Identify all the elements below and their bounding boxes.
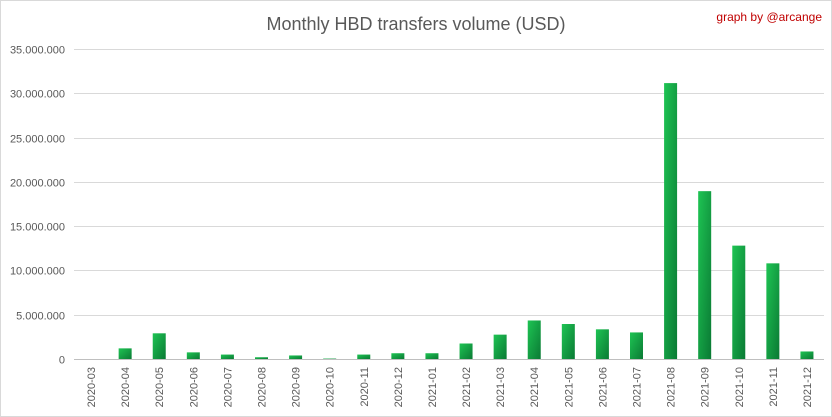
x-tick-label: 2021-12 [802,367,814,407]
x-tick-label: 2021-05 [563,367,575,407]
y-axis-ticks: 0 5.000.000 10.000.000 15.000.000 20.000.000… [10,45,65,367]
chart-credit: graph by @arcange [716,10,822,24]
bar-2021-09 [698,191,712,359]
bar-2021-01 [425,353,439,359]
y-tick-label: 35.000.000 [10,45,65,57]
bar-2021-10 [732,245,746,359]
bar-2020-04 [118,348,132,359]
y-tick-label: 30.000.000 [10,89,65,101]
x-tick-label: 2020-05 [154,367,166,407]
x-tick-label: 2020-11 [359,367,371,407]
y-tick-label: 10.000.000 [10,266,65,278]
bar-2021-03 [493,334,507,359]
y-tick-label: 20.000.000 [10,178,65,190]
x-tick-label: 2020-03 [86,367,98,407]
bar-2020-07 [220,354,234,359]
x-axis-ticks: 2020-03 2020-04 2020-05 2020-06 2020-07 2020-… [86,367,814,407]
y-tick-label: 0 [59,355,65,367]
bar-2021-08 [664,83,678,359]
bar-2020-09 [289,355,303,359]
bar-2021-04 [527,320,541,359]
bar-2020-11 [357,354,371,359]
bars [118,83,814,359]
x-tick-label: 2020-06 [188,367,200,407]
x-tick-label: 2021-11 [768,367,780,407]
chart-title: Monthly HBD transfers volume (USD) [266,14,565,34]
bar-2020-06 [186,352,200,359]
x-tick-label: 2021-04 [529,367,541,407]
gridlines [74,49,824,360]
x-tick-label: 2020-08 [257,367,269,407]
bar-2021-02 [459,343,473,359]
x-tick-label: 2020-07 [222,367,234,407]
x-tick-label: 2021-08 [666,367,678,407]
x-tick-label: 2021-03 [495,367,507,407]
x-tick-label: 2020-09 [291,367,303,407]
x-tick-label: 2020-10 [325,367,337,407]
x-tick-label: 2020-12 [393,367,405,407]
bar-2021-06 [595,329,609,359]
bar-2020-08 [255,357,268,359]
y-tick-label: 15.000.000 [10,222,65,234]
x-tick-label: 2021-06 [597,367,609,407]
bar-2020-05 [152,333,166,359]
bar-2020-12 [391,353,405,359]
x-tick-label: 2020-04 [120,367,132,407]
x-tick-label: 2021-01 [427,367,439,407]
y-tick-label: 5.000.000 [16,311,65,323]
bar-2021-05 [561,324,575,359]
bar-2021-12 [800,351,814,359]
x-tick-label: 2021-02 [461,367,473,407]
x-tick-label: 2021-07 [632,367,644,407]
bar-2021-07 [630,332,643,359]
bar-2021-11 [766,263,780,359]
y-tick-label: 25.000.000 [10,134,65,146]
x-tick-label: 2021-09 [700,367,712,407]
x-tick-label: 2021-10 [734,367,746,407]
